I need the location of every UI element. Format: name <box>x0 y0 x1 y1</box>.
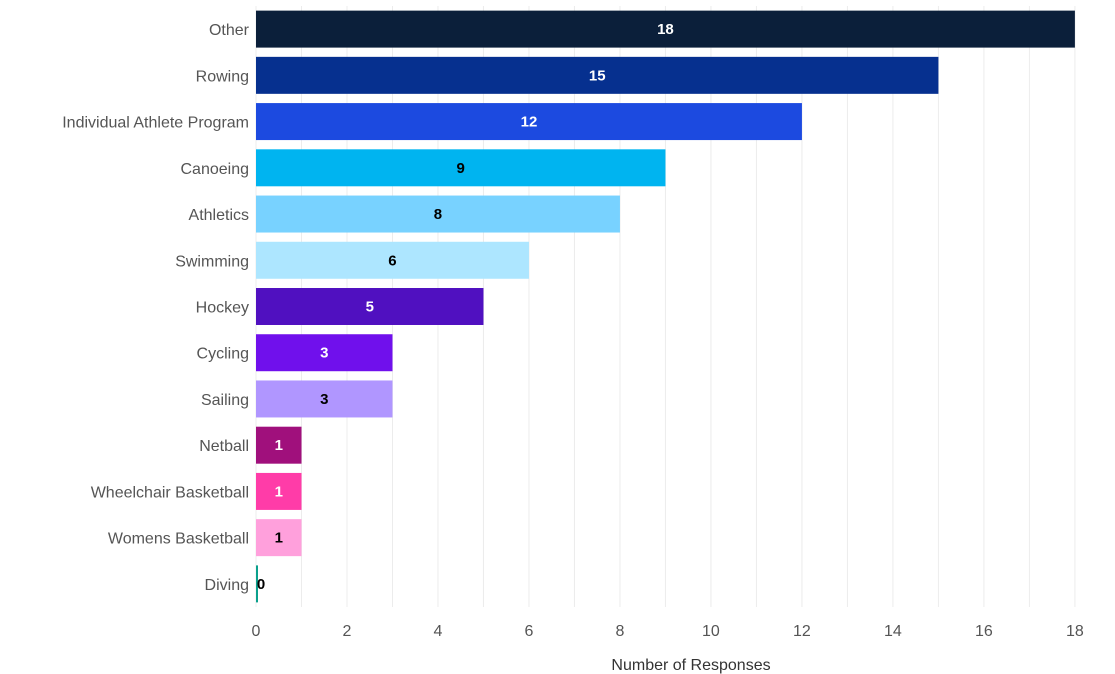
x-tick-label: 4 <box>434 623 443 640</box>
x-axis-title: Number of Responses <box>611 657 770 674</box>
category-label: Rowing <box>196 68 249 85</box>
x-tick-label: 6 <box>525 623 534 640</box>
bar <box>256 10 1075 48</box>
category-label: Diving <box>205 577 249 594</box>
value-label: 1 <box>275 483 283 500</box>
category-label: Other <box>209 22 250 39</box>
value-label: 6 <box>388 252 396 269</box>
bar <box>256 195 620 233</box>
category-label: Womens Basketball <box>108 531 249 548</box>
x-tick-labels: 0 2 4 6 8 10 12 14 16 18 <box>252 623 1084 640</box>
bar <box>256 149 666 187</box>
bar <box>256 519 302 557</box>
value-label: 1 <box>275 437 283 454</box>
value-label: 3 <box>320 391 328 408</box>
bar <box>256 288 484 325</box>
x-tick-label: 0 <box>252 623 261 640</box>
bar <box>256 56 939 94</box>
value-label: 3 <box>320 345 328 362</box>
category-label: Individual Athlete Program <box>62 115 249 132</box>
value-label: 0 <box>257 576 265 593</box>
value-label: 8 <box>434 206 442 223</box>
category-label: Athletics <box>189 207 249 224</box>
bar <box>256 426 302 464</box>
x-tick-label: 2 <box>343 623 352 640</box>
category-labels: Other Rowing Individual Athlete Program Can… <box>62 22 249 594</box>
bar <box>256 472 302 510</box>
value-label: 12 <box>521 114 538 131</box>
x-tick-label: 16 <box>975 623 993 640</box>
category-label: Canoeing <box>181 161 250 178</box>
x-tick-label: 14 <box>884 623 902 640</box>
x-tick-label: 10 <box>702 623 720 640</box>
x-tick-label: 8 <box>616 623 625 640</box>
bar <box>256 380 393 418</box>
category-label: Swimming <box>175 253 249 270</box>
bar <box>256 103 802 141</box>
bar <box>256 334 393 372</box>
value-label: 1 <box>275 530 283 547</box>
bar <box>256 241 529 279</box>
value-label: 15 <box>589 67 606 84</box>
category-label: Sailing <box>201 392 249 409</box>
bar <box>256 565 258 603</box>
category-label: Cycling <box>197 346 249 363</box>
value-label: 18 <box>657 21 674 38</box>
category-label: Wheelchair Basketball <box>91 484 249 501</box>
category-label: Netball <box>199 438 249 455</box>
category-label: Hockey <box>196 300 249 317</box>
x-tick-label: 12 <box>793 623 811 640</box>
value-label: 9 <box>457 160 465 177</box>
value-labels: 18 15 12 9 8 6 5 3 3 1 1 1 0 <box>257 21 674 593</box>
x-tick-label: 18 <box>1066 623 1084 640</box>
bars <box>256 10 1075 603</box>
value-label: 5 <box>366 299 374 316</box>
